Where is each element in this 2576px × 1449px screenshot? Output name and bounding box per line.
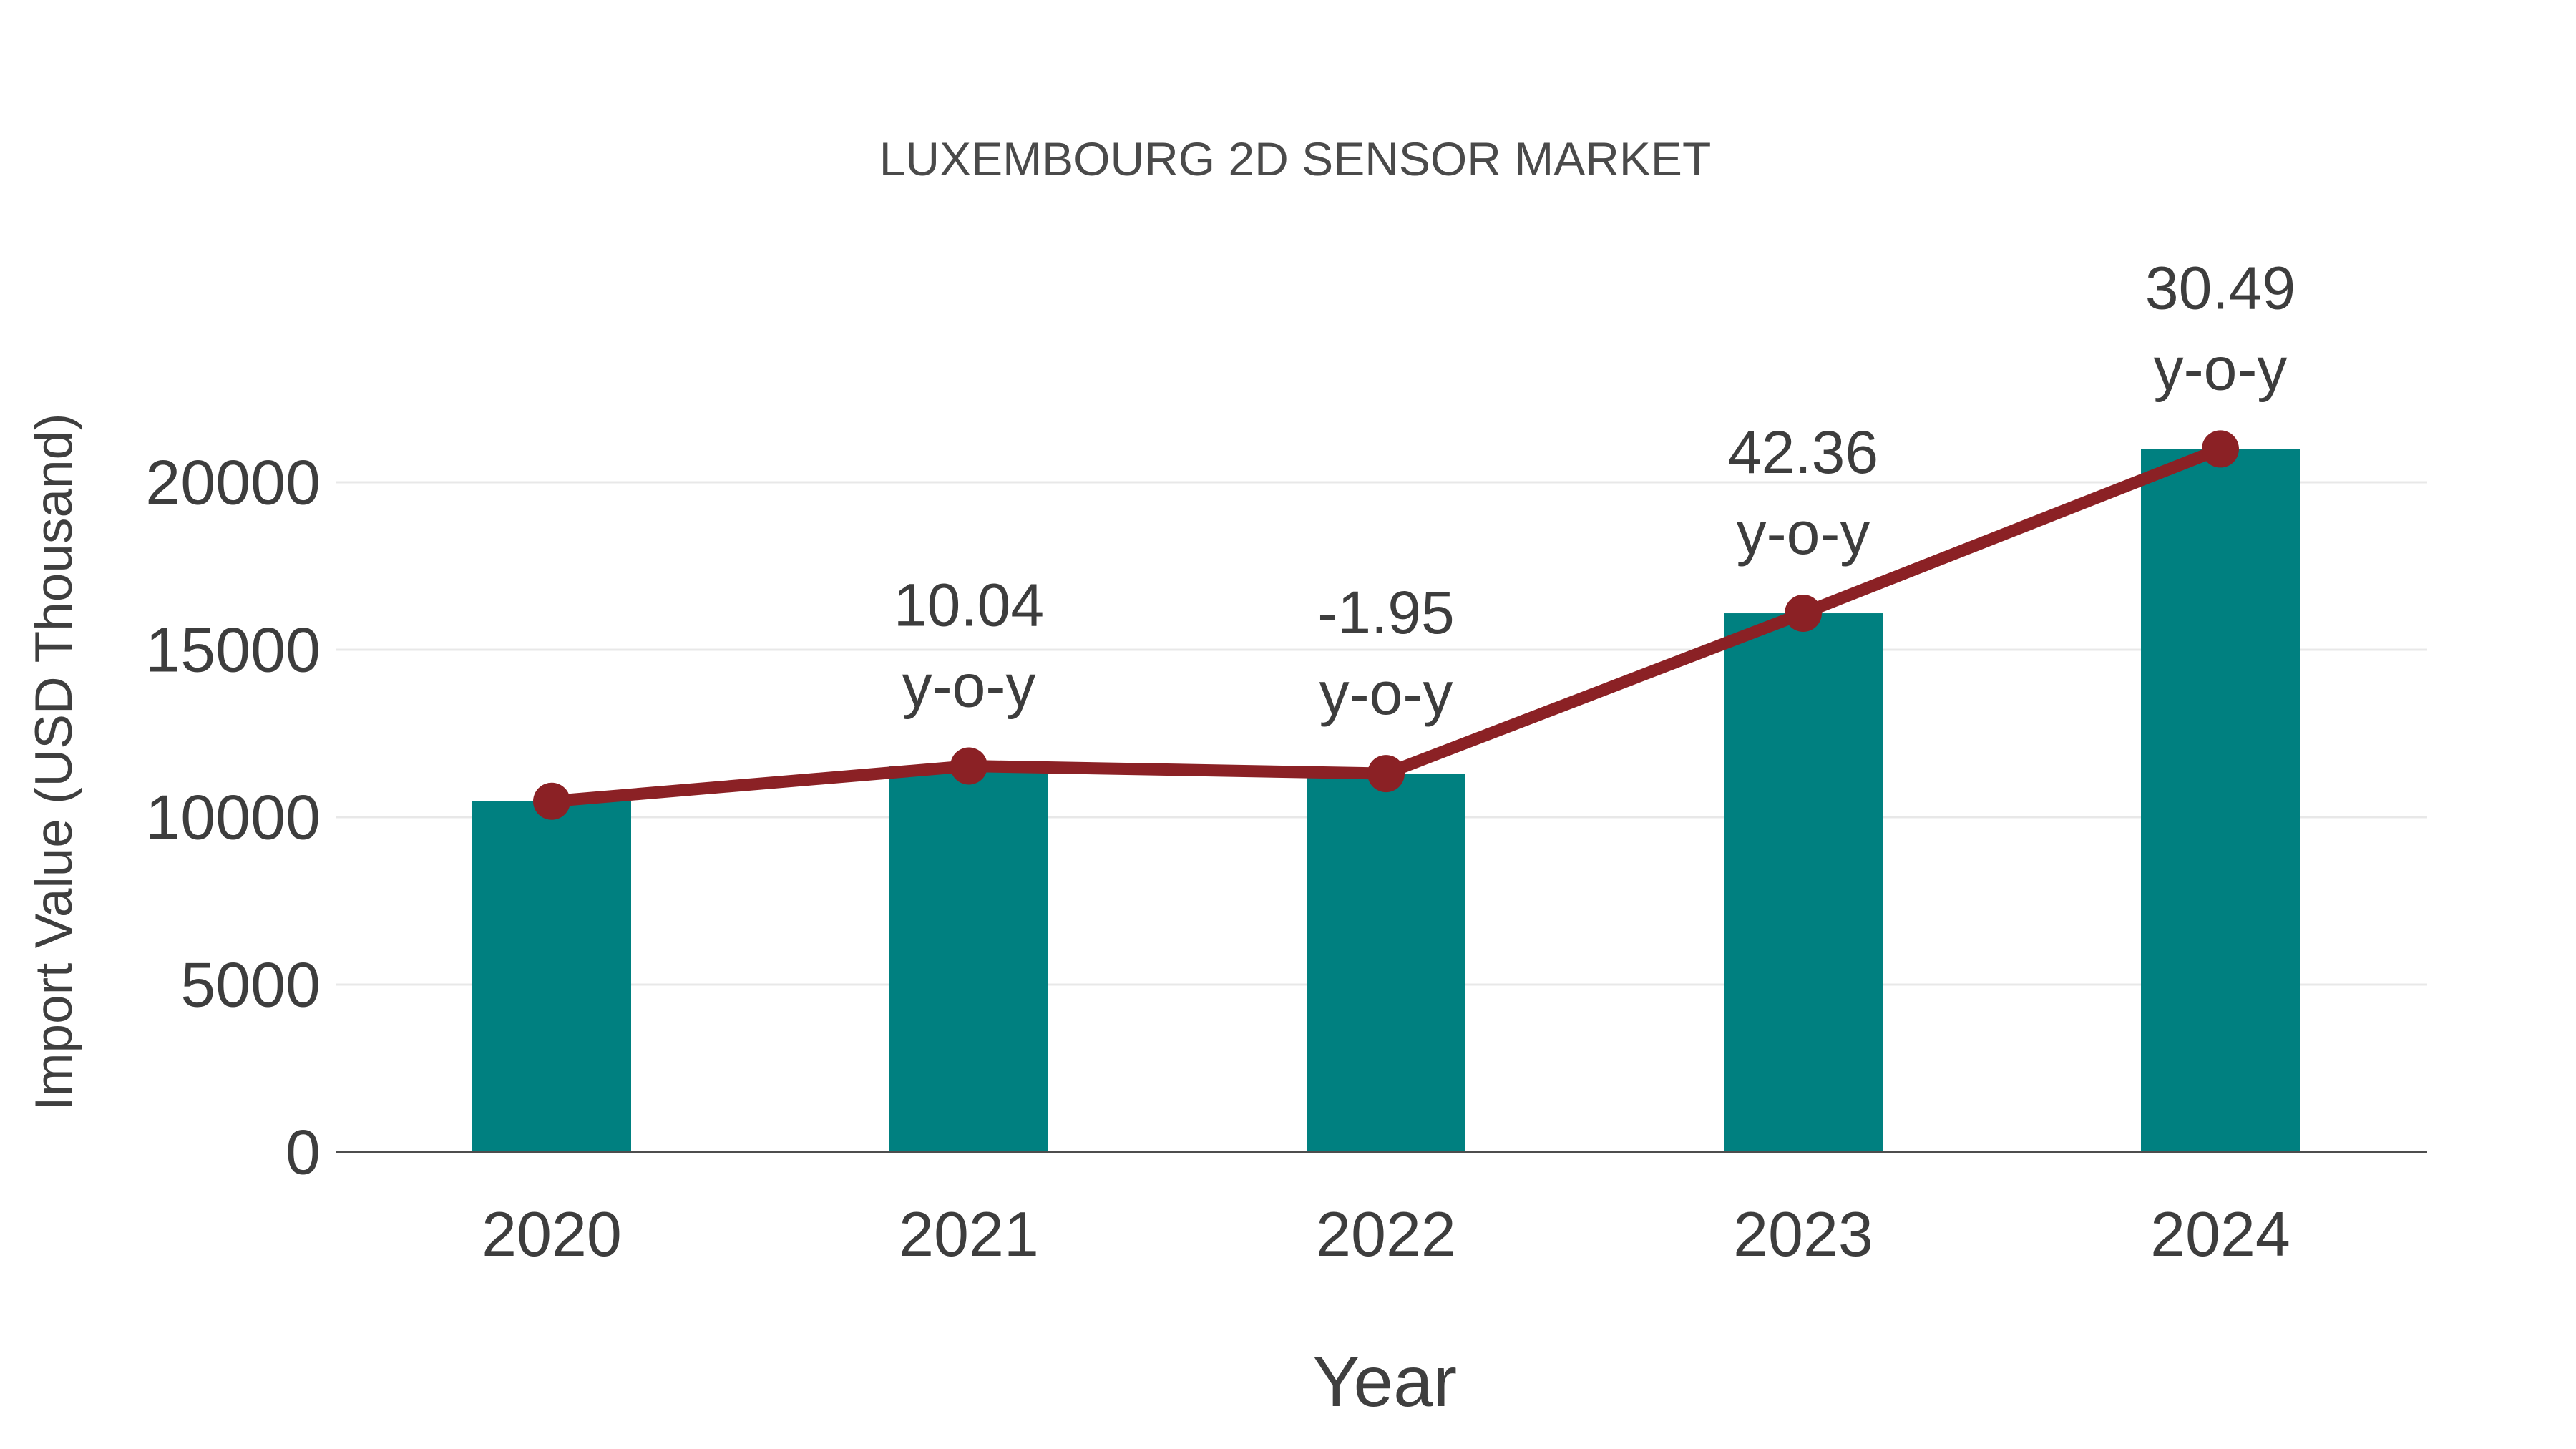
bar-2021 [889,766,1048,1152]
trend-marker-2024 [2202,430,2239,468]
trend-marker-2021 [950,747,987,785]
y-tick-label-5000: 5000 [180,950,321,1020]
bar-2020 [472,801,631,1152]
x-axis-title: Year [1312,1342,1457,1422]
y-tick-label-20000: 20000 [145,447,321,518]
yoy-value-2021: 10.04 [894,572,1044,639]
yoy-suffix-2024: y-o-y [2154,335,2288,402]
x-tick-label-2022: 2022 [1316,1199,1456,1269]
yoy-value-2024: 30.49 [2145,254,2296,321]
yoy-suffix-2021: y-o-y [902,653,1036,720]
y-tick-label-15000: 15000 [145,615,321,686]
yoy-value-2023: 42.36 [1728,419,1878,486]
trend-marker-2020 [533,782,570,820]
yoy-suffix-2022: y-o-y [1319,660,1453,727]
trend-marker-2023 [1785,595,1822,633]
y-axis-title: Import Value (USD Thousand) [25,413,83,1111]
chart-title: LUXEMBOURG 2D SENSOR MARKET [879,132,1712,185]
y-tick-label-10000: 10000 [145,782,321,853]
x-tick-label-2020: 2020 [482,1199,622,1269]
yoy-suffix-2023: y-o-y [1737,499,1870,567]
bar-2024 [2141,449,2300,1152]
bar-2023 [1724,613,1883,1152]
trend-marker-2022 [1367,755,1405,793]
x-tick-label-2021: 2021 [899,1199,1039,1269]
x-tick-label-2024: 2024 [2150,1199,2290,1269]
yoy-value-2022: -1.95 [1317,579,1454,646]
x-tick-label-2023: 2023 [1733,1199,1873,1269]
y-tick-label-0: 0 [286,1117,321,1188]
bar-2022 [1307,774,1465,1152]
